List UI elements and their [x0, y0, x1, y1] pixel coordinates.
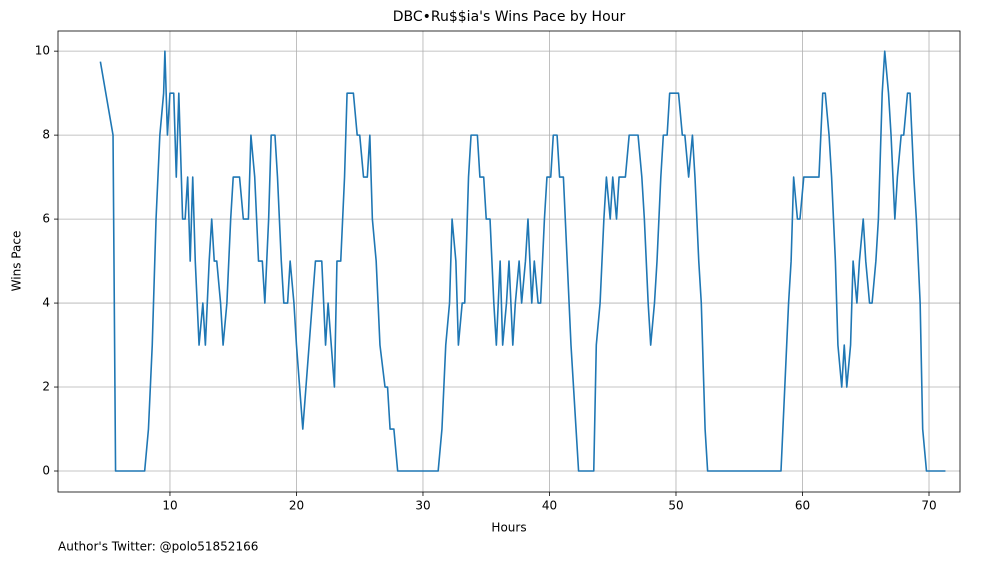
x-tick-label: 60 — [795, 499, 810, 513]
footnote: Author's Twitter: @polo51852166 — [58, 540, 258, 554]
y-tick-label: 10 — [35, 44, 50, 58]
data-line — [99, 50, 946, 472]
y-tick-label: 2 — [42, 380, 50, 394]
y-tick-label: 6 — [42, 212, 50, 226]
chart-title: DBC•Ru$$ia's Wins Pace by Hour — [393, 9, 626, 25]
plot-frame — [57, 30, 961, 493]
y-tick-label: 8 — [42, 128, 50, 142]
x-tick-label: 50 — [668, 499, 683, 513]
x-tick-label: 20 — [289, 499, 304, 513]
x-tick-label: 10 — [162, 499, 177, 513]
x-tick-label: 30 — [415, 499, 430, 513]
y-tick-label: 0 — [42, 464, 50, 478]
x-axis-label: Hours — [491, 521, 526, 535]
y-tick-label: 4 — [42, 296, 50, 310]
x-tick-label: 70 — [921, 499, 936, 513]
y-axis-label: Wins Pace — [10, 231, 24, 292]
x-tick-label: 40 — [542, 499, 557, 513]
